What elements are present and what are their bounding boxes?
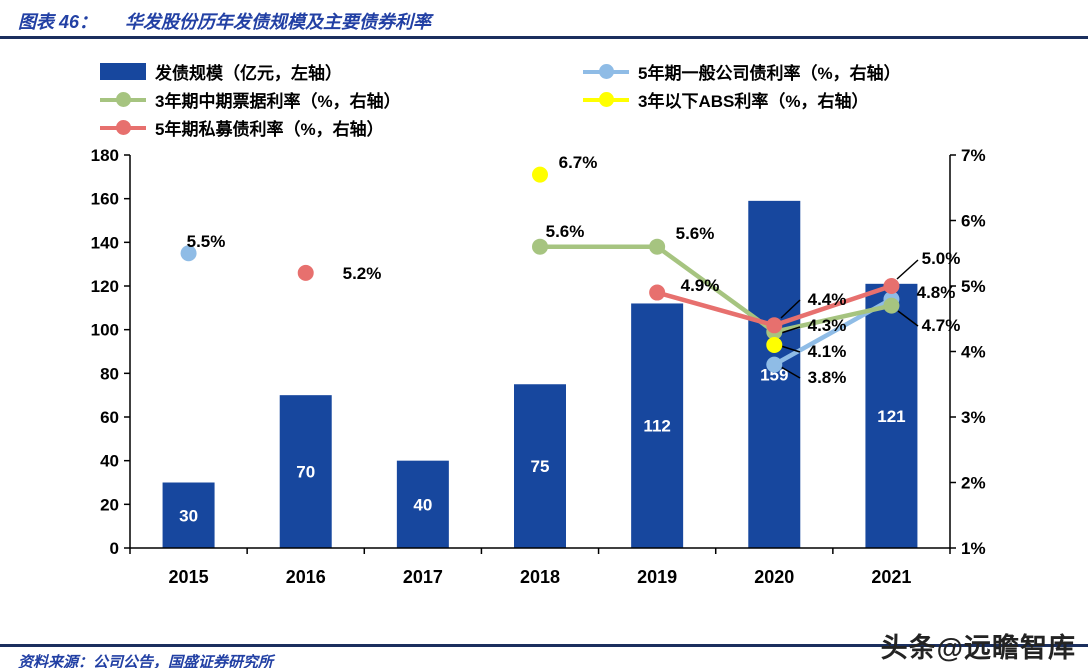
- svg-text:30: 30: [179, 506, 198, 525]
- svg-text:1%: 1%: [961, 539, 986, 558]
- svg-text:5%: 5%: [961, 277, 986, 296]
- svg-text:100: 100: [91, 321, 119, 340]
- legend-line-swatch: [583, 89, 629, 110]
- svg-text:70: 70: [296, 463, 315, 482]
- bottom-divider: [0, 644, 1088, 647]
- svg-text:6%: 6%: [961, 212, 986, 231]
- svg-text:2016: 2016: [286, 567, 326, 587]
- svg-text:5.6%: 5.6%: [546, 222, 585, 241]
- svg-text:121: 121: [877, 407, 905, 426]
- legend-label: 3年期中期票据利率（%，右轴）: [155, 92, 401, 111]
- svg-text:2019: 2019: [637, 567, 677, 587]
- svg-text:6.7%: 6.7%: [559, 153, 598, 172]
- source-note: 资料来源：公司公告，国盛证券研究所: [18, 654, 274, 668]
- svg-text:80: 80: [100, 364, 119, 383]
- legend-item-4: 3年以下ABS利率（%，右轴）: [583, 89, 869, 111]
- watermark: 头条@远瞻智库: [880, 633, 1076, 663]
- svg-text:3%: 3%: [961, 408, 986, 427]
- svg-text:4.4%: 4.4%: [808, 290, 847, 309]
- top-divider: [0, 36, 1088, 39]
- svg-text:2020: 2020: [754, 567, 794, 587]
- legend-line-swatch: [100, 117, 146, 138]
- svg-text:5.6%: 5.6%: [676, 224, 715, 243]
- legend-label: 5年期私募债利率（%，右轴）: [155, 120, 384, 139]
- figure-number: 图表 46：: [18, 12, 98, 32]
- figure-title-text: 华发股份历年发债规模及主要债券利率: [125, 12, 432, 32]
- svg-text:4.9%: 4.9%: [681, 276, 720, 295]
- svg-text:4.1%: 4.1%: [808, 342, 847, 361]
- svg-text:40: 40: [100, 452, 119, 471]
- svg-text:20: 20: [100, 495, 119, 514]
- svg-text:4.7%: 4.7%: [922, 316, 961, 335]
- svg-text:2015: 2015: [169, 567, 209, 587]
- svg-text:2021: 2021: [871, 567, 911, 587]
- svg-text:75: 75: [531, 457, 550, 476]
- svg-text:4.8%: 4.8%: [917, 283, 956, 302]
- svg-text:2017: 2017: [403, 567, 443, 587]
- svg-text:5.2%: 5.2%: [343, 264, 382, 283]
- svg-text:3.8%: 3.8%: [808, 368, 847, 387]
- legend-item-3: 3年期中期票据利率（%，右轴）: [100, 89, 401, 111]
- svg-text:0: 0: [110, 539, 119, 558]
- legend-item-2: 5年期一般公司债利率（%，右轴）: [583, 61, 901, 83]
- figure-title: 图表 46： 华发股份历年发债规模及主要债券利率: [18, 8, 431, 34]
- svg-text:5.0%: 5.0%: [922, 249, 961, 268]
- svg-text:2018: 2018: [520, 567, 560, 587]
- chart-legend: 发债规模（亿元，左轴） 5年期一般公司债利率（%，右轴） 3年期中期票据利率（%，右…: [0, 0, 1088, 150]
- legend-label: 5年期一般公司债利率（%，右轴）: [638, 64, 901, 83]
- svg-text:112: 112: [643, 417, 670, 436]
- svg-text:180: 180: [91, 146, 119, 165]
- legend-line-swatch: [100, 89, 146, 110]
- legend-bar-swatch: [100, 61, 146, 82]
- legend-label: 发债规模（亿元，左轴）: [155, 64, 342, 83]
- svg-text:4%: 4%: [961, 343, 986, 362]
- svg-text:40: 40: [413, 495, 432, 514]
- legend-item-1: 发债规模（亿元，左轴）: [100, 61, 342, 83]
- legend-label: 3年以下ABS利率（%，右轴）: [638, 92, 869, 111]
- svg-text:60: 60: [100, 408, 119, 427]
- svg-text:7%: 7%: [961, 146, 986, 165]
- legend-item-5: 5年期私募债利率（%，右轴）: [100, 117, 384, 139]
- svg-text:140: 140: [91, 233, 119, 252]
- svg-text:160: 160: [91, 190, 119, 209]
- legend-line-swatch: [583, 61, 629, 82]
- svg-text:4.3%: 4.3%: [808, 316, 847, 335]
- svg-text:2%: 2%: [961, 474, 986, 493]
- svg-text:159: 159: [760, 365, 788, 384]
- svg-text:120: 120: [91, 277, 119, 296]
- svg-text:5.5%: 5.5%: [187, 232, 226, 251]
